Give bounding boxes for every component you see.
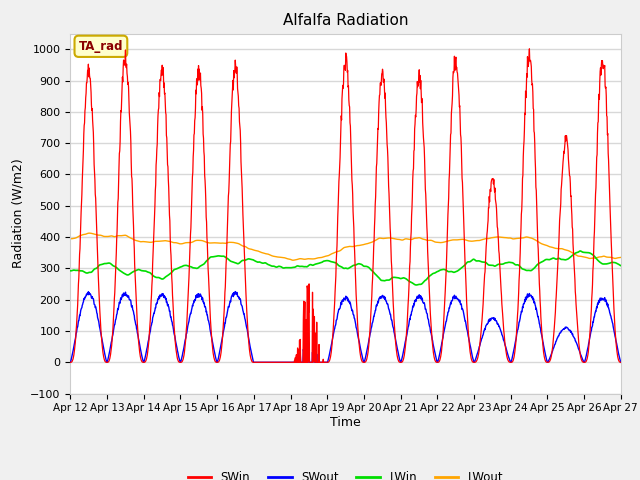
Y-axis label: Radiation (W/m2): Radiation (W/m2)	[12, 159, 25, 268]
Legend: SWin, SWout, LWin, LWout: SWin, SWout, LWin, LWout	[183, 466, 508, 480]
Text: TA_rad: TA_rad	[79, 40, 123, 53]
Title: Alfalfa Radiation: Alfalfa Radiation	[283, 13, 408, 28]
X-axis label: Time: Time	[330, 416, 361, 429]
